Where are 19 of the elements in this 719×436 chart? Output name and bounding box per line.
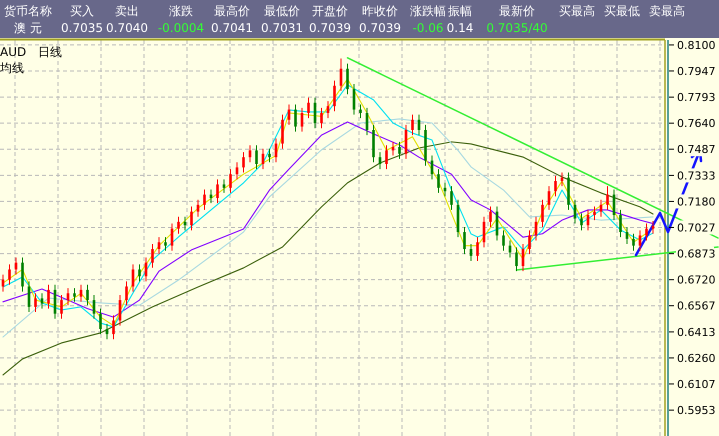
y-tick-label: 0.7640: [677, 117, 716, 130]
y-tick-label: 0.7947: [677, 64, 716, 78]
y-tick-label: 0.7487: [677, 143, 716, 156]
chart-title: AUD: [0, 45, 26, 59]
y-tick-label: 0.6873: [677, 248, 716, 261]
y-tick-label: 0.6413: [677, 326, 716, 339]
y-tick-label: 0.6720: [677, 274, 716, 287]
y-tick-label: 0.6567: [677, 300, 716, 313]
y-tick-label: 0.8100: [677, 38, 716, 52]
y-tick-label: 0.7333: [677, 169, 716, 182]
y-tick-label: 0.5953: [677, 404, 716, 418]
quote-header: 货币名称 买入 卖出 涨跌 最高价 最低价 开盘价 昨收价 涨跌幅 振幅 最新价 买最高 买最低 卖最高 澳 元 0.7035 0.7040 -0.0004 0.7041 0.7031 0.7039 0.7039 -0.06 0.14 0.7035/40: [0, 0, 719, 38]
chart-subtitle: 日线: [38, 45, 62, 59]
y-tick-label: 0.7180: [677, 195, 716, 208]
annotation: 均线: [0, 61, 24, 75]
y-tick-label: 0.6260: [677, 352, 716, 365]
y-tick-label: 0.6107: [677, 378, 716, 391]
y-tick-label: 0.7027: [677, 221, 716, 234]
y-tick-label: 0.7793: [677, 91, 716, 104]
